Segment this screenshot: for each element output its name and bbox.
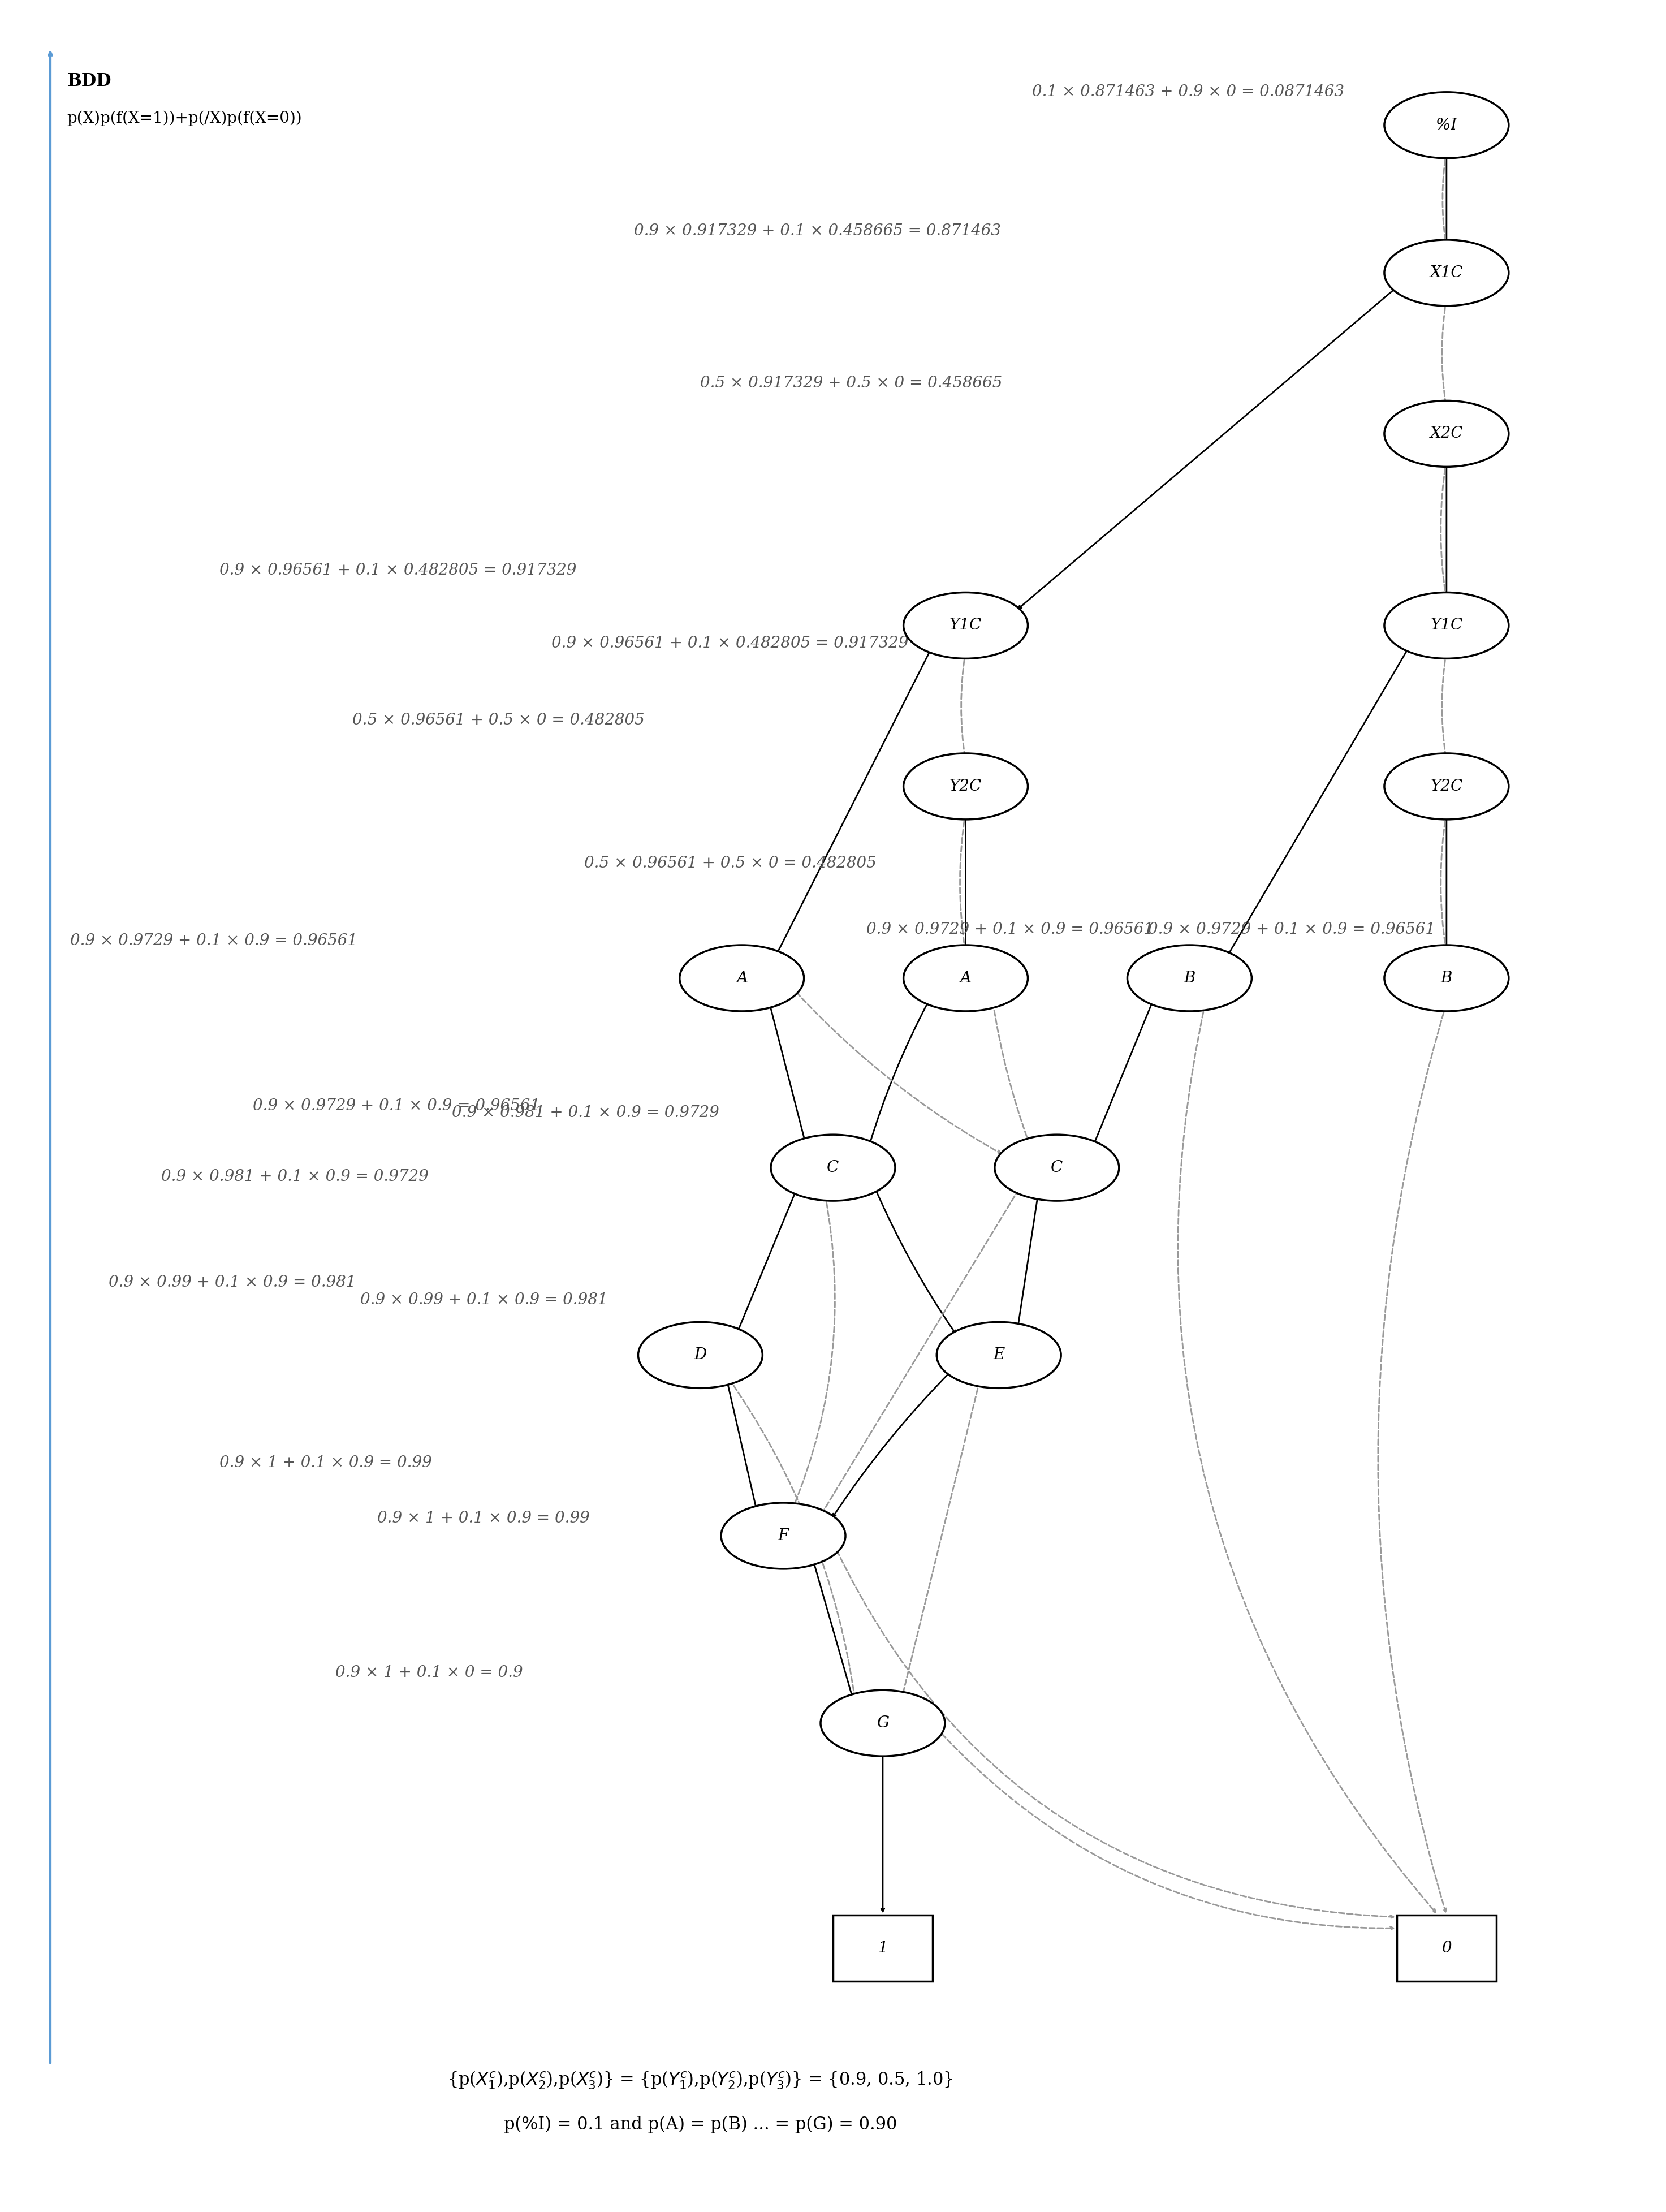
Text: 0.9 × 0.99 + 0.1 × 0.9 = 0.981: 0.9 × 0.99 + 0.1 × 0.9 = 0.981 xyxy=(108,1274,357,1290)
Text: {p($X_1^c$),p($X_2^c$),p($X_3^c$)} = {p($Y_1^c$),p($Y_2^c$),p($Y_3^c$)} = {0.9, : {p($X_1^c$),p($X_2^c$),p($X_3^c$)} = {p(… xyxy=(448,2070,953,2090)
Ellipse shape xyxy=(1384,400,1509,467)
Text: 0.9 × 0.9729 + 0.1 × 0.9 = 0.96561: 0.9 × 0.9729 + 0.1 × 0.9 = 0.96561 xyxy=(253,1099,540,1113)
Text: Y2C: Y2C xyxy=(1431,779,1463,794)
Ellipse shape xyxy=(995,1135,1120,1201)
Text: G: G xyxy=(876,1717,890,1730)
Ellipse shape xyxy=(1128,945,1251,1011)
Text: 0.9 × 1 + 0.1 × 0.9 = 0.99: 0.9 × 1 + 0.1 × 0.9 = 0.99 xyxy=(377,1511,590,1526)
Text: 0.9 × 1 + 0.1 × 0 = 0.9: 0.9 × 1 + 0.1 × 0 = 0.9 xyxy=(335,1666,523,1681)
Ellipse shape xyxy=(771,1135,895,1201)
Ellipse shape xyxy=(903,593,1028,659)
FancyBboxPatch shape xyxy=(1396,1916,1496,1982)
Text: X1C: X1C xyxy=(1429,265,1463,281)
Text: %I: %I xyxy=(1436,117,1458,133)
Text: 0.9 × 1 + 0.1 × 0.9 = 0.99: 0.9 × 1 + 0.1 × 0.9 = 0.99 xyxy=(220,1455,431,1471)
Text: p(%I) = 0.1 and p(A) = p(B) ... = p(G) = 0.90: p(%I) = 0.1 and p(A) = p(B) ... = p(G) =… xyxy=(503,2115,896,2132)
Text: 0: 0 xyxy=(1441,1940,1451,1955)
Text: C: C xyxy=(1051,1159,1063,1175)
Text: B: B xyxy=(1441,971,1453,987)
Text: 0.5 × 0.96561 + 0.5 × 0 = 0.482805: 0.5 × 0.96561 + 0.5 × 0 = 0.482805 xyxy=(585,856,876,872)
Text: 0.9 × 0.99 + 0.1 × 0.9 = 0.981: 0.9 × 0.99 + 0.1 × 0.9 = 0.981 xyxy=(360,1292,608,1307)
Text: 1: 1 xyxy=(878,1940,888,1955)
Ellipse shape xyxy=(1384,239,1509,305)
Text: 0.9 × 0.981 + 0.1 × 0.9 = 0.9729: 0.9 × 0.981 + 0.1 × 0.9 = 0.9729 xyxy=(451,1106,720,1119)
Ellipse shape xyxy=(680,945,805,1011)
Text: 0.9 × 0.96561 + 0.1 × 0.482805 = 0.917329: 0.9 × 0.96561 + 0.1 × 0.482805 = 0.91732… xyxy=(551,635,908,650)
Text: 0.5 × 0.96561 + 0.5 × 0 = 0.482805: 0.5 × 0.96561 + 0.5 × 0 = 0.482805 xyxy=(352,712,645,728)
Ellipse shape xyxy=(903,754,1028,818)
Text: 0.9 × 0.981 + 0.1 × 0.9 = 0.9729: 0.9 × 0.981 + 0.1 × 0.9 = 0.9729 xyxy=(162,1168,428,1183)
FancyBboxPatch shape xyxy=(833,1916,933,1982)
Text: 0.9 × 0.9729 + 0.1 × 0.9 = 0.96561: 0.9 × 0.9729 + 0.1 × 0.9 = 0.96561 xyxy=(70,933,358,949)
Text: E: E xyxy=(993,1347,1005,1363)
Text: BDD: BDD xyxy=(67,73,112,91)
Text: 0.9 × 0.9729 + 0.1 × 0.9 = 0.96561: 0.9 × 0.9729 + 0.1 × 0.9 = 0.96561 xyxy=(1148,922,1436,938)
Ellipse shape xyxy=(903,945,1028,1011)
Text: Y1C: Y1C xyxy=(1431,617,1463,633)
Text: Y2C: Y2C xyxy=(950,779,981,794)
Ellipse shape xyxy=(1384,945,1509,1011)
Text: B: B xyxy=(1185,971,1195,987)
Text: 0.9 × 0.96561 + 0.1 × 0.482805 = 0.917329: 0.9 × 0.96561 + 0.1 × 0.482805 = 0.91732… xyxy=(220,562,576,577)
Text: 0.1 × 0.871463 + 0.9 × 0 = 0.0871463: 0.1 × 0.871463 + 0.9 × 0 = 0.0871463 xyxy=(1031,84,1344,100)
Text: F: F xyxy=(778,1528,788,1544)
Text: 0.9 × 0.9729 + 0.1 × 0.9 = 0.96561: 0.9 × 0.9729 + 0.1 × 0.9 = 0.96561 xyxy=(866,922,1153,938)
Ellipse shape xyxy=(638,1323,763,1389)
Text: 0.5 × 0.917329 + 0.5 × 0 = 0.458665: 0.5 × 0.917329 + 0.5 × 0 = 0.458665 xyxy=(700,376,1003,392)
Text: D: D xyxy=(695,1347,706,1363)
Ellipse shape xyxy=(936,1323,1061,1389)
Ellipse shape xyxy=(1384,93,1509,159)
Ellipse shape xyxy=(1384,593,1509,659)
Text: C: C xyxy=(826,1159,840,1175)
Ellipse shape xyxy=(1384,754,1509,818)
Text: 0.9 × 0.917329 + 0.1 × 0.458665 = 0.871463: 0.9 × 0.917329 + 0.1 × 0.458665 = 0.8714… xyxy=(635,223,1001,239)
Text: p(X)p(f(X=1))+p(/X)p(f(X=0)): p(X)p(f(X=1))+p(/X)p(f(X=0)) xyxy=(67,111,302,126)
Ellipse shape xyxy=(821,1690,945,1756)
Text: X2C: X2C xyxy=(1429,427,1463,442)
Text: A: A xyxy=(736,971,748,987)
Ellipse shape xyxy=(721,1502,845,1568)
Text: Y1C: Y1C xyxy=(950,617,981,633)
Text: A: A xyxy=(960,971,971,987)
